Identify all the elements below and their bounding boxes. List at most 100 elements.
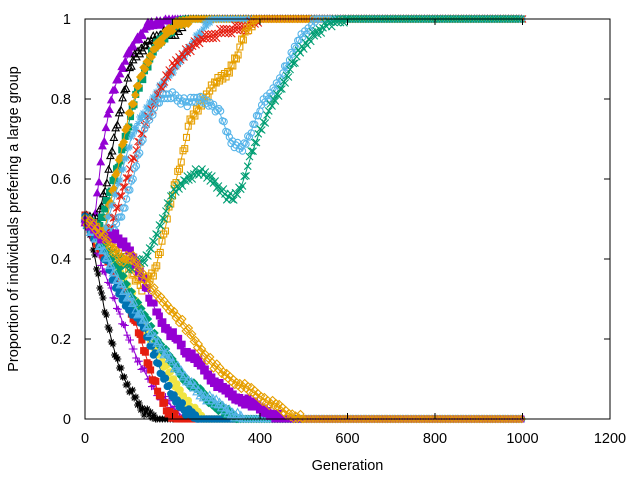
data-point <box>122 122 132 132</box>
data-point <box>106 260 116 269</box>
data-point <box>173 360 183 369</box>
data-point <box>257 126 266 134</box>
data-point <box>165 381 173 390</box>
data-point <box>113 74 123 83</box>
data-point <box>203 22 211 30</box>
data-point <box>140 258 149 267</box>
y-tick-label: 0.4 <box>51 252 71 268</box>
data-point <box>145 328 155 337</box>
data-point <box>227 61 235 69</box>
data-point <box>140 64 150 74</box>
data-point <box>157 342 167 351</box>
data-point <box>186 331 195 340</box>
data-point <box>144 105 152 113</box>
data-point <box>92 188 102 197</box>
x-tick-label: 600 <box>335 431 359 447</box>
x-tick-label: 800 <box>423 431 447 447</box>
data-point <box>138 31 148 40</box>
data-point <box>114 180 122 188</box>
data-point <box>112 245 121 255</box>
data-point <box>141 272 151 282</box>
data-point <box>247 129 255 137</box>
data-point <box>191 165 200 173</box>
data-point <box>150 283 159 292</box>
data-point <box>94 241 104 250</box>
data-point <box>279 69 287 77</box>
data-point <box>274 81 282 89</box>
data-point <box>195 39 204 48</box>
data-point <box>245 152 254 161</box>
data-point <box>149 272 157 280</box>
axis-ticks-group: 0 200 400 600 800 1000 1200 0 0.2 0.4 0.6 0.8 1 <box>51 12 626 447</box>
data-point <box>137 270 146 279</box>
data-point <box>110 247 120 257</box>
data-point <box>114 355 122 363</box>
data-point <box>175 165 184 173</box>
data-point <box>112 120 122 129</box>
data-point <box>99 267 106 275</box>
data-point <box>226 25 234 33</box>
data-point <box>208 102 216 110</box>
data-point <box>119 165 127 173</box>
data-point <box>150 95 158 103</box>
data-point <box>154 251 163 259</box>
data-point <box>126 186 134 194</box>
data-point <box>160 78 169 86</box>
y-axis-label: Proportion of individuals prefering a la… <box>6 66 22 372</box>
data-point <box>194 339 204 349</box>
data-point <box>147 408 155 416</box>
data-point <box>175 367 184 376</box>
data-point <box>113 304 120 312</box>
data-point <box>155 312 163 320</box>
data-point <box>124 292 134 301</box>
data-point <box>175 334 183 342</box>
data-point <box>211 177 220 185</box>
data-point <box>264 107 273 115</box>
data-point <box>135 149 144 157</box>
data-point <box>180 370 190 379</box>
data-point <box>174 26 184 35</box>
data-point <box>98 246 107 255</box>
data-point <box>150 411 158 419</box>
data-point <box>189 337 199 346</box>
data-point <box>159 78 167 86</box>
data-point <box>252 138 261 147</box>
data-point <box>101 237 111 247</box>
data-point <box>148 284 158 294</box>
data-point <box>211 394 221 403</box>
data-point <box>243 162 252 171</box>
x-axis-label: Generation <box>312 458 384 474</box>
data-point <box>141 348 149 356</box>
data-point <box>159 318 167 326</box>
data-point <box>118 93 128 102</box>
data-point <box>274 92 283 100</box>
data-point <box>133 264 143 273</box>
data-point <box>232 25 241 34</box>
data-point <box>132 256 141 266</box>
data-point <box>137 70 147 80</box>
data-point <box>105 243 114 252</box>
data-point <box>188 98 196 106</box>
data-point <box>234 51 242 59</box>
data-point <box>147 245 156 253</box>
data-point <box>178 182 187 190</box>
data-point <box>161 399 169 407</box>
data-point <box>199 25 207 33</box>
data-point <box>150 299 158 307</box>
data-point <box>207 172 216 180</box>
data-point <box>108 268 118 277</box>
data-point <box>200 30 209 39</box>
data-point <box>214 182 223 190</box>
data-point <box>171 362 181 371</box>
data-point <box>134 81 143 91</box>
data-point <box>106 326 114 334</box>
y-tick-label: 1 <box>63 12 71 28</box>
data-point <box>104 323 112 331</box>
data-point <box>284 408 294 418</box>
data-point <box>176 365 186 374</box>
data-point <box>109 132 119 141</box>
data-point <box>127 133 135 141</box>
data-point <box>282 62 290 70</box>
data-point <box>271 86 279 94</box>
data-point <box>113 275 123 284</box>
